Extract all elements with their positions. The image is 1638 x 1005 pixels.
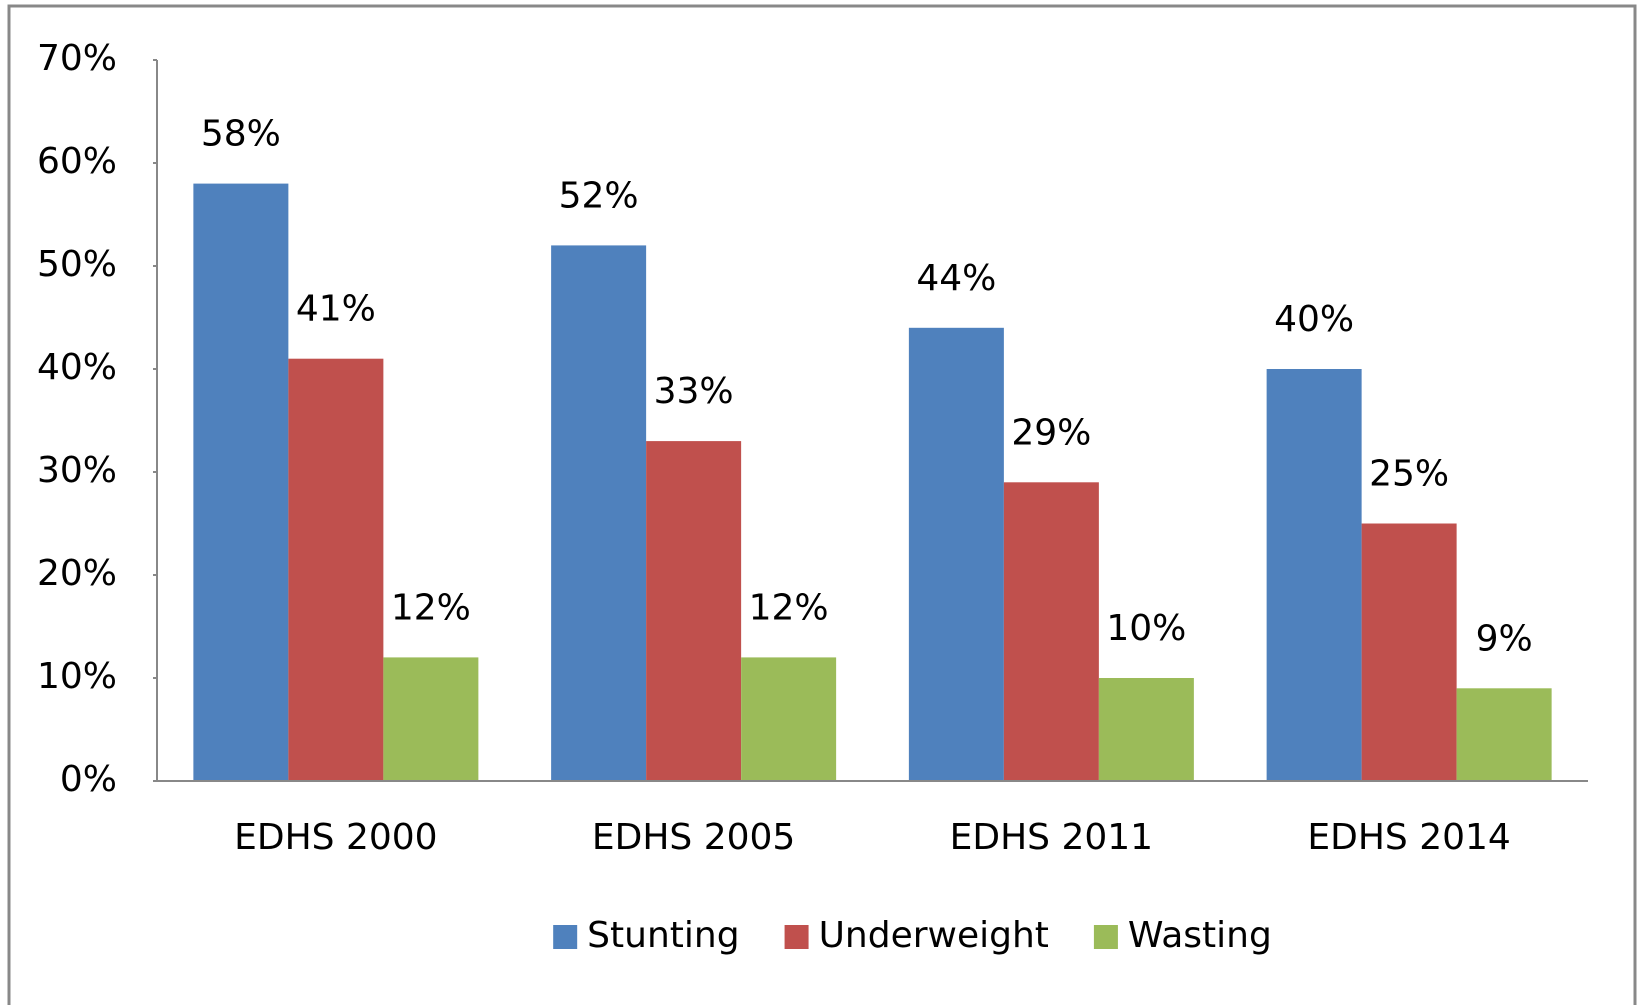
x-tick-label: EDHS 2005 [592, 817, 795, 858]
bar [1098, 678, 1194, 781]
bar [1361, 523, 1457, 781]
legend-label: Wasting [1128, 915, 1272, 956]
data-label: 9% [1476, 618, 1533, 659]
data-label: 25% [1369, 454, 1449, 495]
legend-swatch [553, 925, 578, 949]
bar [1266, 369, 1362, 781]
data-label: 40% [1274, 299, 1354, 340]
bar [1456, 688, 1552, 781]
bar [193, 183, 289, 782]
data-label: 44% [916, 258, 996, 299]
bar [551, 245, 647, 781]
y-tick-label: 50% [37, 244, 117, 285]
legend-label: Stunting [587, 915, 739, 956]
legend-label: Underweight [819, 915, 1049, 956]
y-tick-label: 60% [37, 141, 117, 182]
y-tick-label: 10% [37, 656, 117, 697]
data-label: 41% [296, 289, 376, 330]
data-label: 10% [1106, 608, 1186, 649]
y-tick-label: 40% [37, 347, 117, 388]
legend-swatch [784, 925, 809, 949]
bar [646, 441, 742, 781]
legend-swatch [1093, 925, 1118, 949]
bar [383, 657, 479, 781]
bar [288, 358, 384, 781]
x-tick-label: EDHS 2014 [1307, 817, 1510, 858]
data-label: 12% [391, 587, 471, 628]
data-label: 29% [1011, 412, 1091, 453]
bar [908, 327, 1004, 781]
data-label: 58% [201, 114, 281, 155]
y-tick-label: 0% [60, 759, 117, 800]
x-tick-label: EDHS 2000 [234, 817, 437, 858]
x-tick-label: EDHS 2011 [950, 817, 1153, 858]
bar [741, 657, 837, 781]
data-label: 33% [654, 371, 734, 412]
y-tick-label: 70% [37, 38, 117, 79]
bar [1003, 482, 1099, 781]
y-tick-label: 30% [37, 450, 117, 491]
data-label: 12% [749, 587, 829, 628]
y-tick-label: 20% [37, 553, 117, 594]
data-label: 52% [559, 175, 639, 216]
